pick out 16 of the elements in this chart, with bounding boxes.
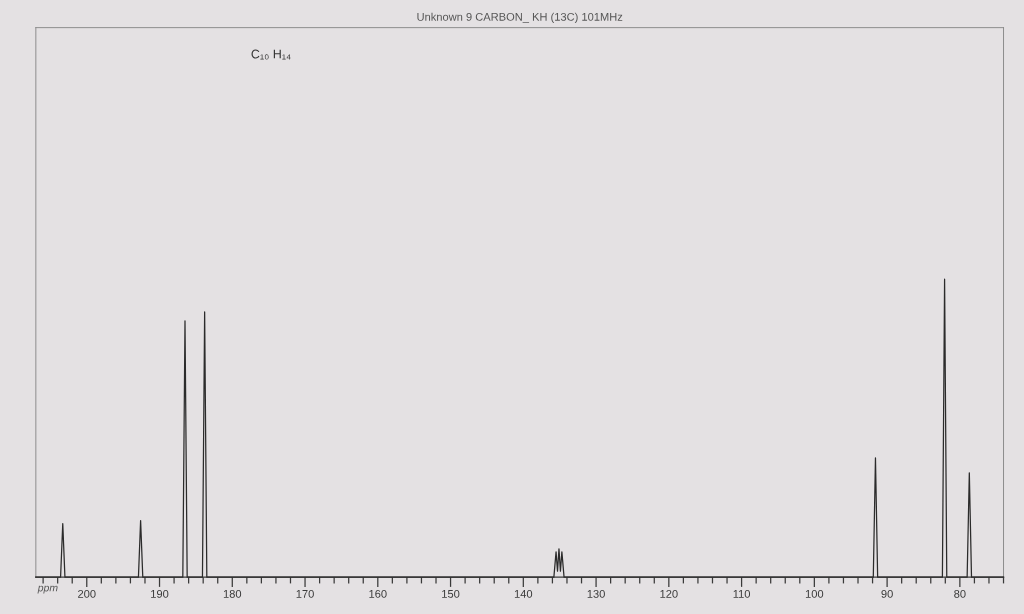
x-tick-label: 190 bbox=[151, 589, 169, 598]
x-tick-label: 180 bbox=[223, 589, 242, 598]
x-tick-label: 90 bbox=[881, 589, 893, 598]
x-tick-label: 200 bbox=[78, 589, 96, 598]
text: C₁₀ H₁₄ bbox=[251, 49, 291, 60]
x-axis-title: ppm bbox=[37, 585, 58, 594]
x-tick-label: 80 bbox=[954, 589, 966, 598]
x-tick-label: 170 bbox=[296, 589, 314, 598]
x-tick-label: 130 bbox=[587, 589, 605, 598]
x-tick-label: 160 bbox=[369, 589, 387, 598]
chart-title: Unknown 9 CARBON_ KH (13C) 101MHz bbox=[417, 12, 623, 23]
x-tick-label: 150 bbox=[442, 589, 460, 598]
x-tick-label: 120 bbox=[660, 589, 678, 598]
x-tick-label: 110 bbox=[733, 589, 751, 598]
x-tick-label: 140 bbox=[514, 589, 533, 598]
x-tick-label: 100 bbox=[805, 589, 824, 598]
